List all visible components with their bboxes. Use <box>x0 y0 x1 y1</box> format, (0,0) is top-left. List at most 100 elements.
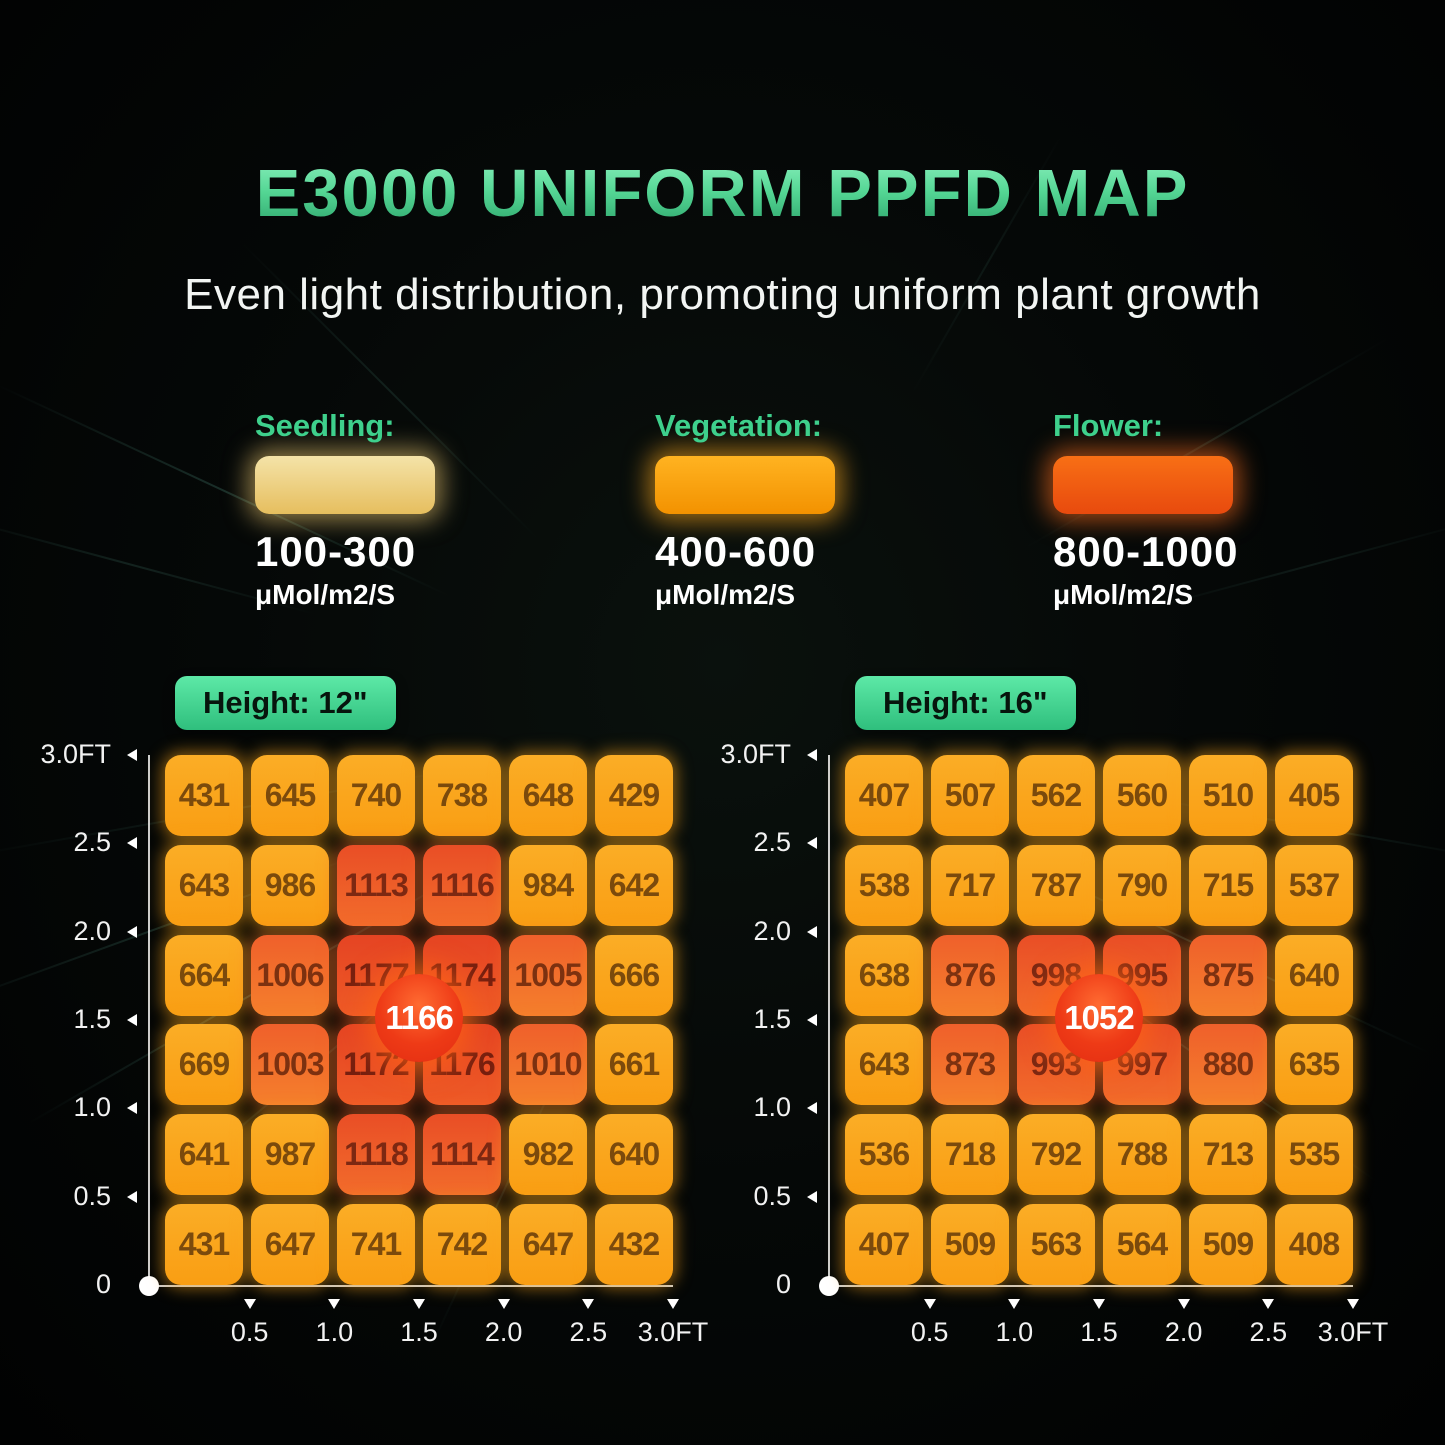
height-badge: Height: 16" <box>855 676 1076 730</box>
x-axis-tick-arrow <box>1262 1299 1275 1309</box>
page-title: E3000 UNIFORM PPFD MAP <box>0 155 1445 232</box>
ppfd-cell: 993 <box>1017 1024 1095 1106</box>
y-axis-tick-label: 3.0FT <box>40 739 111 769</box>
ppfd-cell: 876 <box>931 934 1009 1016</box>
legend-item-seedling: Seedling: 100-300 μMol/m2/S <box>255 408 455 611</box>
y-axis-tick-arrow <box>127 925 137 938</box>
legend-label: Seedling: <box>255 408 395 443</box>
ppfd-cell: 1116 <box>423 844 501 926</box>
ppfd-cell: 982 <box>509 1114 587 1196</box>
ppfd-cell: 715 <box>1189 844 1267 926</box>
ppfd-cell: 1010 <box>509 1024 587 1106</box>
ppfd-grid: 431 645 740 738 648 429 643 986 1113 1116 984 642 66… <box>165 755 673 1285</box>
ppfd-cell: 635 <box>1275 1024 1353 1106</box>
y-axis-tick-label: 2.5 <box>73 827 111 858</box>
ppfd-chart-height-12in: Height: 12" 3.0FT 2.5 2.0 1.5 1.0 0.5 0 0.5 1.0 1… <box>40 660 715 1400</box>
ppfd-cell: 535 <box>1275 1114 1353 1196</box>
x-axis-tick-label: 1.5 <box>1080 1317 1118 1347</box>
y-axis-tick-arrow <box>127 837 137 850</box>
x-axis-tick-label: 0.5 <box>230 1317 269 1347</box>
ppfd-cell: 661 <box>595 1024 673 1106</box>
ppfd-cell: 717 <box>931 844 1009 926</box>
ppfd-cell: 563 <box>1017 1203 1095 1285</box>
ppfd-cell: 509 <box>931 1203 1009 1285</box>
x-axis-line <box>828 1285 1353 1287</box>
ppfd-chart-height-16in: Height: 16" 3.0FT 2.5 2.0 1.5 1.0 0.5 0 0.5 1.0 1… <box>720 660 1395 1400</box>
ppfd-cell: 408 <box>1275 1203 1353 1285</box>
ppfd-cell: 431 <box>165 755 243 836</box>
legend-item-vegetation: Vegetation: 400-600 μMol/m2/S <box>655 408 855 611</box>
x-axis-tick-arrow <box>328 1299 341 1309</box>
x-axis-tick-arrow <box>1177 1299 1190 1309</box>
legend-range: 800-1000 <box>1053 528 1239 575</box>
ppfd-cell: 537 <box>1275 844 1353 926</box>
x-axis-tick-label: 0.5 <box>910 1317 949 1347</box>
y-axis-tick-label: 0.5 <box>753 1180 791 1211</box>
y-axis-tick-label: 2.0 <box>753 915 791 946</box>
ppfd-cell: 740 <box>337 755 415 836</box>
ppfd-cell: 431 <box>165 1203 243 1285</box>
ppfd-cell: 407 <box>845 755 923 836</box>
legend-unit: μMol/m2/S <box>655 579 796 610</box>
vegetation-color-swatch <box>655 456 835 514</box>
x-axis-tick-arrow <box>243 1299 256 1309</box>
legend-unit: μMol/m2/S <box>1053 579 1194 610</box>
heatmap-plot: 3.0FT 2.5 2.0 1.5 1.0 0.5 0 0.5 1.0 1.5 2.0 2.5 3.0F… <box>40 660 715 1400</box>
legend-range: 100-300 <box>255 528 417 575</box>
heatmap-plot: 3.0FT 2.5 2.0 1.5 1.0 0.5 0 0.5 1.0 1.5 2.0 2.5 3.0F… <box>720 660 1395 1400</box>
y-axis-tick-label: 0 <box>775 1269 791 1299</box>
y-axis-tick-label: 3.0FT <box>720 739 791 769</box>
ppfd-cell: 641 <box>165 1114 243 1196</box>
x-axis-tick-label: 1.5 <box>400 1317 438 1347</box>
y-axis-tick-label: 2.5 <box>753 827 791 858</box>
legend-label: Vegetation: <box>655 408 823 443</box>
ppfd-cell: 664 <box>165 934 243 1016</box>
flower-color-swatch <box>1053 456 1233 514</box>
y-axis-tick-arrow <box>127 1190 137 1203</box>
x-axis-tick-arrow <box>497 1299 510 1309</box>
y-axis-tick-label: 1.5 <box>753 1004 791 1034</box>
ppfd-cell: 669 <box>165 1024 243 1106</box>
legend-label: Flower: <box>1053 408 1164 443</box>
ppfd-cell: 880 <box>1189 1024 1267 1106</box>
seedling-color-swatch <box>255 456 435 514</box>
x-axis-tick-label: 2.0 <box>1164 1317 1203 1347</box>
ppfd-cell: 432 <box>595 1203 673 1285</box>
x-axis-tick-label: 1.0 <box>995 1317 1034 1347</box>
ppfd-cell: 1006 <box>251 934 329 1016</box>
y-axis-tick-label: 1.0 <box>73 1092 111 1123</box>
y-axis-tick-label: 1.5 <box>73 1004 111 1034</box>
x-axis-tick-arrow <box>1093 1299 1105 1309</box>
axis-origin-dot <box>139 1276 159 1296</box>
ppfd-cell: 987 <box>251 1114 329 1196</box>
legend-item-flower: Flower: 800-1000 μMol/m2/S <box>1053 408 1253 611</box>
ppfd-cell: 509 <box>1189 1203 1267 1285</box>
ppfd-cell: 1113 <box>337 844 415 926</box>
ppfd-cell: 643 <box>845 1024 923 1106</box>
ppfd-cell: 1005 <box>509 934 587 1016</box>
x-axis-tick-label: 3.0FT <box>637 1317 709 1347</box>
y-axis-line <box>148 755 150 1285</box>
page-subtitle: Even light distribution, promoting unifo… <box>184 270 1261 319</box>
y-axis-tick-arrow <box>807 925 817 938</box>
ppfd-cell: 645 <box>251 755 329 836</box>
ppfd-cell: 1114 <box>423 1114 501 1196</box>
ppfd-cell: 507 <box>931 755 1009 836</box>
y-axis-tick-label: 1.0 <box>753 1092 791 1123</box>
ppfd-cell: 429 <box>595 755 673 836</box>
x-axis-tick-arrow <box>1347 1299 1359 1309</box>
ppfd-cell: 407 <box>845 1203 923 1285</box>
ppfd-cell: 790 <box>1103 844 1181 926</box>
y-axis-tick-arrow <box>807 1190 817 1203</box>
ppfd-cell: 787 <box>1017 844 1095 926</box>
axis-origin-dot <box>819 1276 839 1296</box>
ppfd-cell: 642 <box>595 844 673 926</box>
ppfd-grid: 407 507 562 560 510 405 538 717 787 790 715 537 638 8… <box>845 755 1353 1285</box>
ppfd-cell: 984 <box>509 844 587 926</box>
y-axis-tick-arrow <box>127 1014 137 1026</box>
y-axis-tick-label: 0.5 <box>73 1180 111 1211</box>
x-axis-tick-label: 2.0 <box>484 1317 523 1347</box>
ppfd-cell: 405 <box>1275 755 1353 836</box>
x-axis-tick-label: 3.0FT <box>1317 1317 1389 1347</box>
